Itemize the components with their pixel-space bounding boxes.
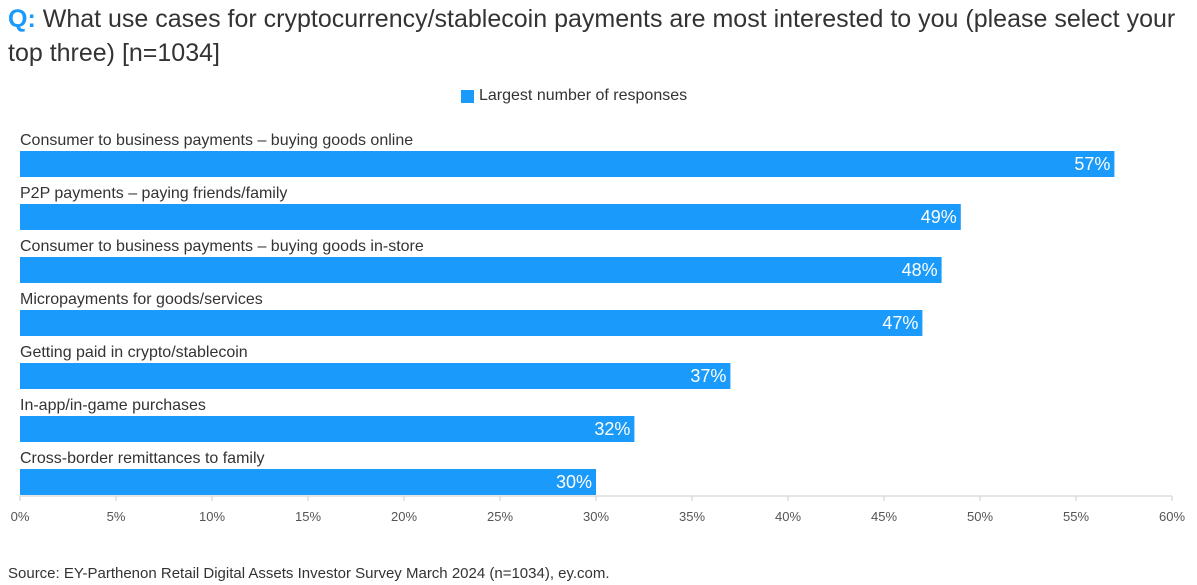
- x-tick-label: 10%: [199, 509, 225, 524]
- x-tick-label: 45%: [871, 509, 897, 524]
- bar: [20, 204, 961, 230]
- value-label: 48%: [902, 260, 938, 280]
- legend-label: Largest number of responses: [479, 87, 688, 104]
- x-tick-label: 35%: [679, 509, 705, 524]
- x-tick-label: 60%: [1159, 509, 1185, 524]
- value-label: 49%: [921, 207, 957, 227]
- x-tick-label: 25%: [487, 509, 513, 524]
- bar: [20, 310, 923, 336]
- source-note: Source: EY-Parthenon Retail Digital Asse…: [8, 565, 610, 582]
- legend: Largest number of responses: [461, 86, 687, 106]
- bar: [20, 151, 1115, 177]
- bar: [20, 469, 596, 495]
- value-label: 37%: [690, 366, 726, 386]
- category-label: Consumer to business payments – buying g…: [20, 132, 413, 149]
- category-label: Cross-border remittances to family: [20, 450, 265, 467]
- chart-title: Q: What use cases for cryptocurrency/sta…: [8, 2, 1193, 70]
- x-tick-label: 50%: [967, 509, 993, 524]
- x-tick-label: 55%: [1063, 509, 1089, 524]
- value-label: 47%: [882, 313, 918, 333]
- x-tick-label: 15%: [295, 509, 321, 524]
- bar: [20, 257, 942, 283]
- question-text: What use cases for cryptocurrency/stable…: [8, 5, 1176, 67]
- value-label: 32%: [594, 419, 630, 439]
- x-tick-label: 20%: [391, 509, 417, 524]
- legend-swatch: [461, 89, 474, 103]
- x-tick-label: 0%: [11, 509, 30, 524]
- x-tick-label: 5%: [107, 509, 126, 524]
- question-prefix: Q:: [8, 5, 36, 33]
- category-label: Consumer to business payments – buying g…: [20, 238, 424, 255]
- x-tick-label: 30%: [583, 509, 609, 524]
- bar-chart: Consumer to business payments – buying g…: [11, 132, 1186, 524]
- value-label: 30%: [556, 472, 592, 492]
- category-label: Getting paid in crypto/stablecoin: [20, 344, 248, 361]
- bar: [20, 363, 731, 389]
- value-label: 57%: [1074, 154, 1110, 174]
- category-label: P2P payments – paying friends/family: [20, 185, 287, 202]
- bar: [20, 416, 635, 442]
- x-tick-label: 40%: [775, 509, 801, 524]
- category-label: In-app/in-game purchases: [20, 397, 206, 414]
- category-label: Micropayments for goods/services: [20, 291, 263, 308]
